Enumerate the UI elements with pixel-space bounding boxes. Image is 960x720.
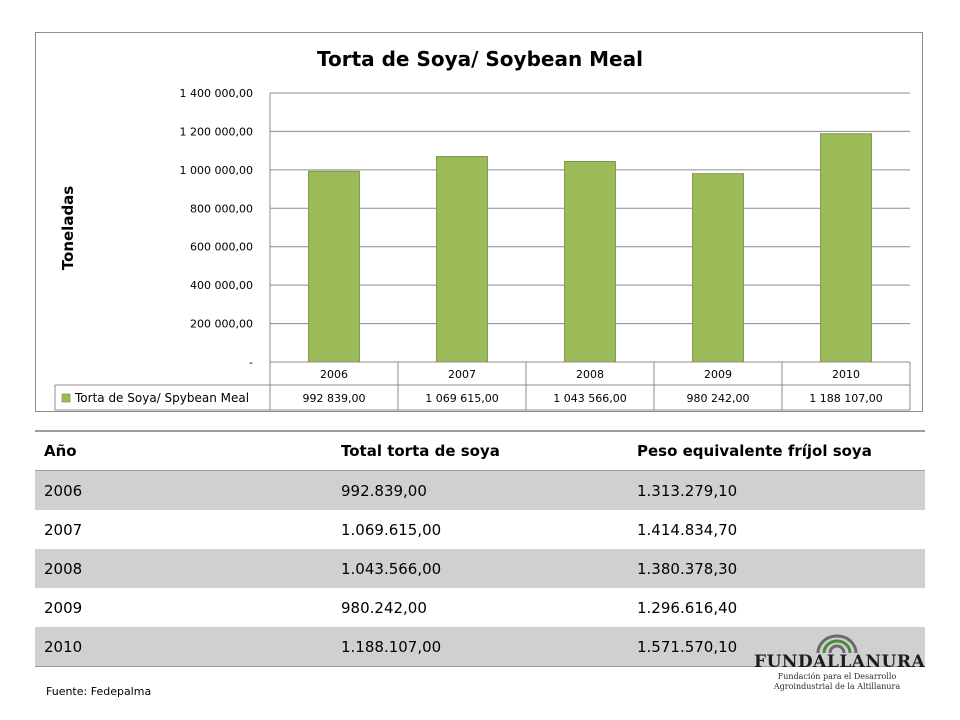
logo-emblem-icon <box>816 634 858 654</box>
data-label: 1 069 615,00 <box>425 392 498 405</box>
cell-total-meal: 992.839,00 <box>332 470 628 510</box>
cell-bean-equivalent: 1.414.834,70 <box>637 520 738 539</box>
y-tick-label: 1 200 000,00 <box>180 125 253 138</box>
cell-year: 2008 <box>35 549 332 588</box>
cell-total-meal: 1.188.107,00 <box>332 627 628 667</box>
bar-2008 <box>564 161 616 363</box>
x-tick-label: 2009 <box>704 368 732 381</box>
cell-year: 2007 <box>44 520 83 539</box>
bar-2009 <box>692 173 744 363</box>
x-tick-label: 2010 <box>832 368 860 381</box>
y-tick-label: 1 000 000,00 <box>180 164 253 177</box>
data-label: 1 188 107,00 <box>809 392 882 405</box>
data-label: 1 043 566,00 <box>553 392 626 405</box>
cell-year: 2010 <box>35 627 332 667</box>
cell-total-meal: 1.069.615,00 <box>341 520 442 539</box>
table-row: 2008 1.043.566,00 1.380.378,30 <box>35 549 925 588</box>
legend-swatch <box>61 393 71 403</box>
header-bean-equivalent: Peso equivalente fríjol soya <box>628 431 925 471</box>
table-header-row: Año Total torta de soya Peso equivalente… <box>35 431 925 471</box>
cell-bean-equivalent: 1.380.378,30 <box>628 549 925 588</box>
data-label: 992 839,00 <box>303 392 366 405</box>
cell-total-meal: 1.043.566,00 <box>332 549 628 588</box>
table-row: 2009 980.242,00 1.296.616,40 <box>35 588 925 627</box>
cell-total-meal: 980.242,00 <box>341 598 427 617</box>
logo-wordmark: FUNDALLANURA <box>754 652 926 672</box>
cell-bean-equivalent: 1.571.570,10 <box>628 627 925 667</box>
header-total-meal: Total torta de soya <box>332 431 628 471</box>
x-tick-label: 2008 <box>576 368 604 381</box>
cell-year: 2006 <box>35 470 332 510</box>
cell-year: 2009 <box>44 598 83 617</box>
y-axis-label: Toneladas <box>59 186 77 271</box>
chart-title: Torta de Soya/ Soybean Meal <box>317 47 643 71</box>
y-tick-label: 400 000,00 <box>190 279 253 292</box>
bar-chart: Torta de Soya/ Soybean Meal Toneladas - 200… <box>54 47 911 411</box>
chart-frame: Torta de Soya/ Soybean Meal Toneladas - 200… <box>35 32 923 412</box>
y-tick-label: 800 000,00 <box>190 202 253 215</box>
y-tick-label: 1 400 000,00 <box>180 87 253 100</box>
legend-label: Torta de Soya/ Spybean Meal <box>74 391 249 405</box>
bar-2006 <box>308 170 360 363</box>
x-tick-label: 2006 <box>320 368 348 381</box>
cell-bean-equivalent: 1.313.279,10 <box>628 470 925 510</box>
x-tick-label: 2007 <box>448 368 476 381</box>
bar-2010 <box>820 133 872 363</box>
source-note: Fuente: Fedepalma <box>46 685 152 698</box>
fundallanura-logo: FUNDALLANURA Fundación para el Desarroll… <box>754 632 926 694</box>
bar-2007 <box>436 156 488 363</box>
cell-bean-equivalent: 1.296.616,40 <box>637 598 738 617</box>
y-tick-label: - <box>249 356 253 369</box>
header-year: Año <box>35 431 332 471</box>
data-label: 980 242,00 <box>687 392 750 405</box>
data-table: Año Total torta de soya Peso equivalente… <box>35 430 925 667</box>
table-row: 2006 992.839,00 1.313.279,10 <box>35 470 925 510</box>
logo-tagline-line1: Fundación para el Desarrollo <box>777 672 897 681</box>
logo-tagline-line2: Agroindustrial de la Altillanura <box>773 682 901 691</box>
y-tick-label: 200 000,00 <box>190 318 253 331</box>
table-row: 2007 1.069.615,00 1.414.834,70 <box>35 510 925 549</box>
y-tick-label: 600 000,00 <box>190 241 253 254</box>
table-row: 2010 1.188.107,00 1.571.570,10 <box>35 627 925 667</box>
